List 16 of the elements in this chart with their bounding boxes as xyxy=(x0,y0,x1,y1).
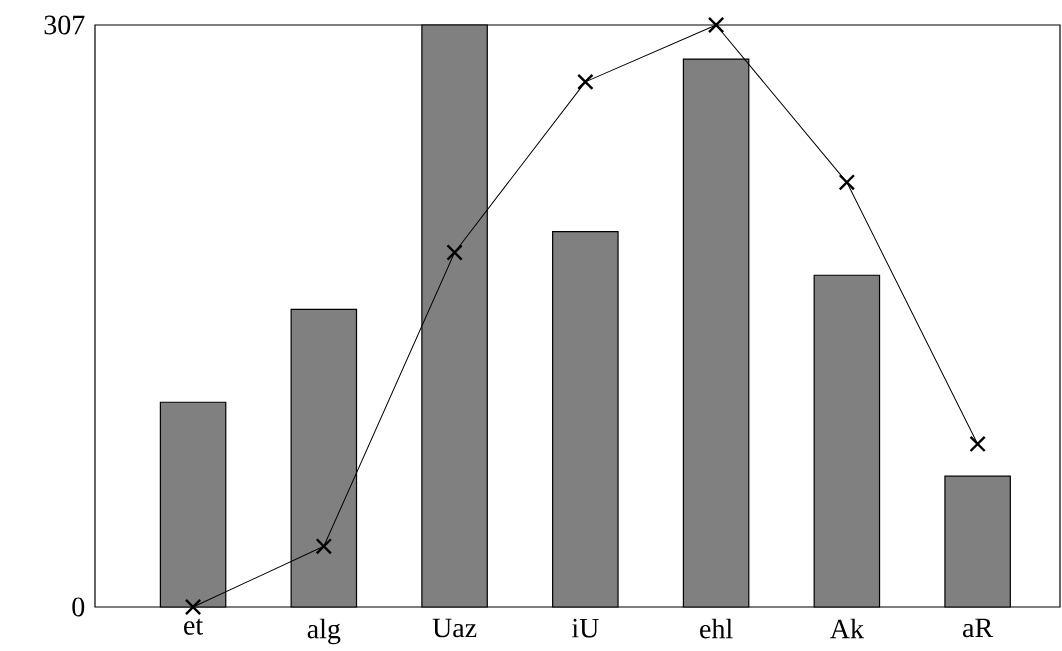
x-tick-label: ehl xyxy=(700,618,733,639)
x-tick-label: aR xyxy=(963,618,994,638)
point xyxy=(707,16,725,34)
x-tick-label: Uaz xyxy=(432,618,477,638)
point xyxy=(577,73,594,91)
point xyxy=(315,538,333,555)
y-tick-label: 307 xyxy=(44,15,85,35)
point xyxy=(969,435,986,453)
x-tick-label: iU xyxy=(571,618,599,638)
y-tick-label: 0 xyxy=(72,597,85,617)
x-tick-label: alg xyxy=(307,618,341,645)
x-tick-label: Ak xyxy=(830,618,864,639)
x-tick-label: et xyxy=(184,618,204,635)
point xyxy=(184,598,202,616)
point xyxy=(446,244,463,261)
point xyxy=(838,174,856,191)
